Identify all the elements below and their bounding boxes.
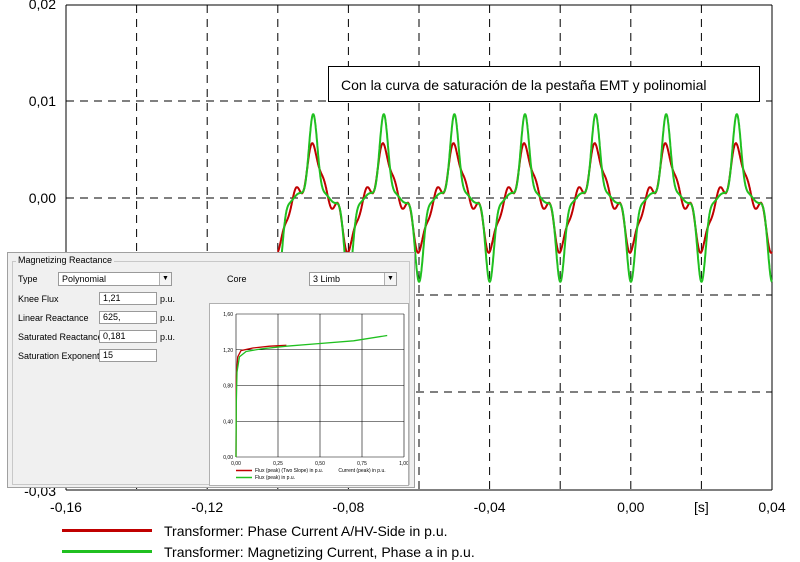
saturation-exponent-input[interactable]: 15 — [99, 349, 157, 362]
x-tick-label: -0,08 — [332, 499, 364, 515]
core-select-value: 3 Limb — [313, 274, 341, 284]
saturated-reactance-unit: p.u. — [160, 332, 176, 342]
legend-label: Transformer: Phase Current A/HV-Side in … — [164, 522, 448, 539]
mini-legend-label: Flux (peak) in p.u. — [255, 475, 295, 481]
mini-y-tick-label: 1,20 — [223, 348, 233, 354]
type-select-value: Polynomial — [62, 274, 107, 284]
mini-legend-label: Flux (peak) (Two Slope) in p.u. — [255, 468, 323, 474]
mini-x-tick-label: 0,00 — [231, 461, 241, 467]
legend-swatch-green — [62, 550, 152, 553]
mini-series — [235, 334, 388, 458]
magnetizing-reactance-panel: Magnetizing Reactance Type Polynomial ▼ … — [7, 252, 415, 488]
mini-grid — [235, 313, 405, 458]
mini-x-axis-title: Current (peak) in p.u. — [338, 468, 385, 474]
mini-y-tick-label: 1,60 — [223, 312, 233, 318]
knee-flux-label: Knee Flux — [18, 294, 59, 304]
x-tick-label: -0,12 — [191, 499, 223, 515]
chart-annotation: Con la curva de saturación de la pestaña… — [328, 66, 760, 102]
x-unit-label: [s] — [694, 499, 709, 515]
legend-swatch-red — [62, 529, 152, 532]
linear-reactance-input[interactable]: 625, — [99, 311, 157, 324]
core-label: Core — [227, 274, 247, 284]
y-tick-label: 0,00 — [29, 190, 56, 206]
x-tick-label: 0,00 — [617, 499, 644, 515]
chevron-down-icon: ▼ — [384, 273, 396, 285]
mini-series-flux — [235, 334, 388, 458]
legend-item-phase-current: Transformer: Phase Current A/HV-Side in … — [62, 520, 475, 541]
core-select[interactable]: 3 Limb ▼ — [309, 272, 397, 286]
mini-x-tick-label: 0,50 — [315, 461, 325, 467]
linear-reactance-label: Linear Reactance — [18, 313, 89, 323]
y-tick-label: 0,01 — [29, 93, 56, 109]
saturated-reactance-input[interactable]: 0,181 — [99, 330, 157, 343]
mini-y-tick-label: 0,00 — [223, 455, 233, 461]
legend-item-magnetizing-current: Transformer: Magnetizing Current, Phase … — [62, 541, 475, 562]
mini-y-tick-label: 0,80 — [223, 384, 233, 390]
mini-x-tick-label: 0,25 — [273, 461, 283, 467]
legend: Transformer: Phase Current A/HV-Side in … — [62, 520, 475, 562]
saturation-curve-chart: 1,60 1,20 0,80 0,40 0,00 0,00 0,25 0,50 0,75 1,00… — [209, 303, 409, 486]
x-tick-label: 0,04 — [758, 499, 785, 515]
mini-x-tick-label: 0,75 — [357, 461, 367, 467]
chevron-down-icon: ▼ — [159, 273, 171, 285]
type-label: Type — [18, 274, 38, 284]
mini-y-tick-label: 0,40 — [223, 419, 233, 425]
knee-flux-unit: p.u. — [160, 294, 176, 304]
legend-label: Transformer: Magnetizing Current, Phase … — [164, 543, 475, 560]
mini-labels: 1,60 1,20 0,80 0,40 0,000,00 0,25 0,50 0,75 1,00… — [223, 312, 408, 474]
mini-series-flux-two-slope — [235, 344, 287, 458]
group-title: Magnetizing Reactance — [16, 255, 115, 265]
series-lines — [276, 113, 773, 283]
y-tick-label: 0,02 — [29, 0, 56, 12]
type-select[interactable]: Polynomial ▼ — [58, 272, 172, 286]
knee-flux-input[interactable]: 1,21 — [99, 292, 157, 305]
linear-reactance-unit: p.u. — [160, 313, 176, 323]
x-tick-label: -0,16 — [50, 499, 82, 515]
x-tick-label: -0,04 — [474, 499, 506, 515]
saturation-exponent-label: Saturation Exponent — [18, 351, 100, 361]
series-line-magnetizing-current — [277, 113, 773, 283]
mini-x-tick-label: 1,00 — [399, 461, 408, 467]
saturated-reactance-label: Saturated Reactance — [18, 332, 103, 342]
mini-legend: Flux (peak) (Two Slope) in p.u.Flux (pea… — [236, 468, 323, 481]
